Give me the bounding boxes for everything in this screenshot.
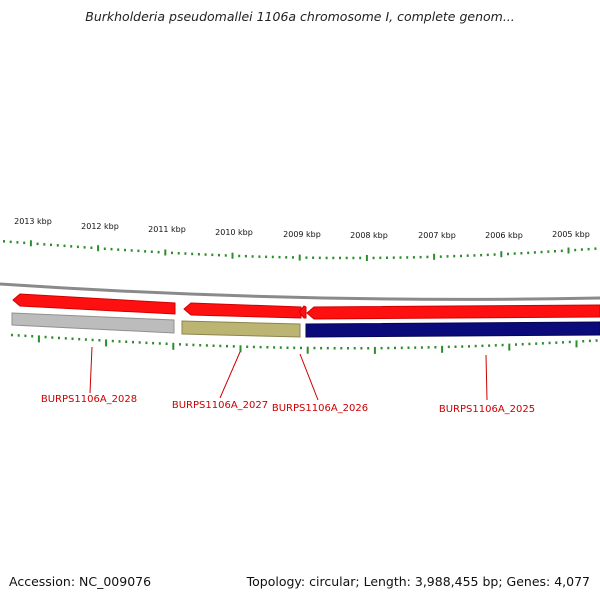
kbp-label: 2013 kbp: [14, 217, 52, 226]
leader-line-BURPS1106A_2025: [485, 354, 488, 401]
kbp-label: 2005 kbp: [552, 230, 590, 239]
gene-BURPS1106A_2028-reverse[interactable]: [11, 312, 175, 334]
genome-backbone: [0, 282, 600, 301]
accession-label: Accession: NC_009076: [9, 574, 152, 589]
gene-arrow-BURPS1106A_2028-forward[interactable]: [12, 293, 176, 315]
gene-label-BURPS1106A_2026[interactable]: BURPS1106A_2026: [272, 403, 368, 414]
gene-arrow-BURPS1106A_2026-forward[interactable]: [298, 305, 307, 319]
leader-line-BURPS1106A_2028: [89, 346, 93, 394]
kbp-label: 2010 kbp: [215, 228, 253, 237]
kbp-labels: 2013 kbp 2012 kbp 2011 kbp 2010 kbp 2009 kbp…: [14, 217, 590, 240]
gene-label-BURPS1106A_2028[interactable]: BURPS1106A_2028: [41, 394, 137, 405]
kbp-label: 2007 kbp: [418, 231, 456, 240]
inner-tick-marks: [11, 333, 598, 354]
gene-label-BURPS1106A_2027[interactable]: BURPS1106A_2027: [172, 400, 268, 411]
leader-line-BURPS1106A_2027: [219, 351, 241, 399]
gene-arrow-BURPS1106A_2025-forward[interactable]: [306, 304, 600, 320]
gene-BURPS1106A_2027-reverse[interactable]: [181, 320, 301, 338]
kbp-label: 2008 kbp: [350, 231, 388, 240]
outer-tick-marks: [3, 240, 597, 261]
gene-BURPS1106A_2025-reverse[interactable]: [305, 321, 600, 338]
kbp-label: 2011 kbp: [148, 225, 186, 234]
kbp-label: 2009 kbp: [283, 230, 321, 239]
kbp-label: 2012 kbp: [81, 222, 119, 231]
gene-label-BURPS1106A_2025[interactable]: BURPS1106A_2025: [439, 404, 535, 415]
topology-summary: Topology: circular; Length: 3,988,455 bp…: [246, 574, 590, 589]
gene-arrow-BURPS1106A_2027-forward[interactable]: [183, 302, 302, 319]
kbp-label: 2006 kbp: [485, 231, 523, 240]
leader-line-BURPS1106A_2026: [299, 353, 319, 401]
genome-title: Burkholderia pseudomallei 1106a chromoso…: [85, 9, 515, 24]
